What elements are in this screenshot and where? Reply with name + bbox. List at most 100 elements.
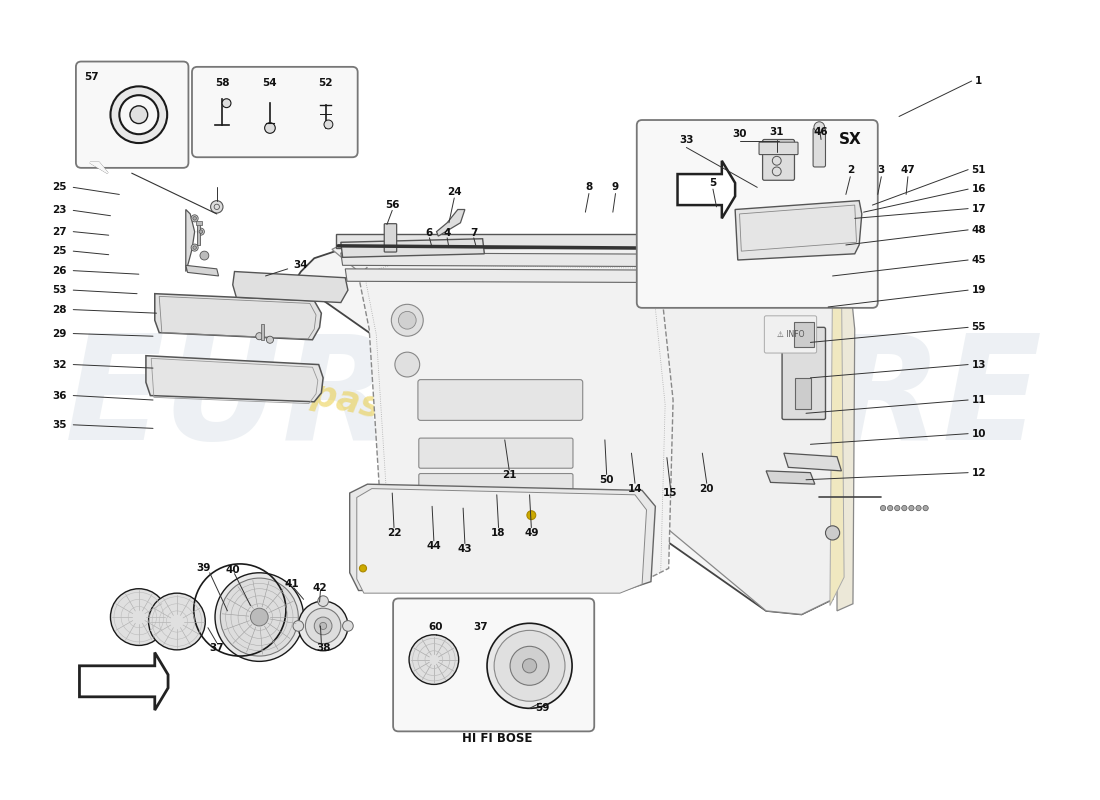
Polygon shape bbox=[332, 241, 837, 614]
Text: 2: 2 bbox=[847, 165, 854, 174]
Circle shape bbox=[315, 617, 332, 634]
Circle shape bbox=[119, 95, 158, 134]
Text: HI FI BOSE: HI FI BOSE bbox=[462, 732, 532, 745]
Text: 14: 14 bbox=[628, 484, 642, 494]
Circle shape bbox=[527, 510, 536, 520]
Circle shape bbox=[888, 506, 893, 510]
Text: 46: 46 bbox=[814, 127, 828, 138]
Polygon shape bbox=[704, 238, 811, 258]
Text: 10: 10 bbox=[971, 429, 986, 438]
Text: 36: 36 bbox=[52, 390, 66, 401]
FancyBboxPatch shape bbox=[637, 120, 878, 308]
Bar bbox=[196, 221, 201, 225]
Text: 59: 59 bbox=[535, 703, 549, 714]
Text: 5: 5 bbox=[710, 178, 716, 188]
Circle shape bbox=[251, 608, 268, 626]
Text: EUROSPARE: EUROSPARE bbox=[65, 330, 1043, 470]
Circle shape bbox=[197, 228, 205, 235]
Text: 23: 23 bbox=[52, 206, 66, 215]
FancyBboxPatch shape bbox=[759, 142, 797, 154]
Circle shape bbox=[772, 156, 781, 166]
Circle shape bbox=[360, 565, 366, 572]
Polygon shape bbox=[766, 471, 815, 484]
Circle shape bbox=[192, 246, 197, 250]
Text: 13: 13 bbox=[971, 359, 986, 370]
Circle shape bbox=[199, 230, 202, 234]
Text: 17: 17 bbox=[971, 204, 986, 214]
Circle shape bbox=[398, 311, 416, 329]
FancyBboxPatch shape bbox=[764, 316, 816, 353]
FancyBboxPatch shape bbox=[813, 128, 825, 167]
Polygon shape bbox=[341, 238, 484, 258]
Text: 38: 38 bbox=[316, 643, 330, 653]
Text: 28: 28 bbox=[52, 305, 66, 314]
Circle shape bbox=[210, 201, 223, 213]
Text: 9: 9 bbox=[612, 182, 619, 192]
Circle shape bbox=[522, 658, 537, 673]
FancyBboxPatch shape bbox=[76, 62, 188, 168]
Text: 35: 35 bbox=[52, 420, 66, 430]
Polygon shape bbox=[784, 453, 842, 471]
Text: 18: 18 bbox=[492, 528, 506, 538]
Circle shape bbox=[909, 506, 914, 510]
Polygon shape bbox=[359, 258, 673, 582]
Circle shape bbox=[222, 98, 231, 108]
Text: 3: 3 bbox=[878, 165, 884, 174]
Text: 8: 8 bbox=[585, 182, 593, 192]
Text: 30: 30 bbox=[733, 129, 747, 139]
Bar bbox=[794, 322, 814, 347]
Circle shape bbox=[110, 589, 167, 646]
Text: 25: 25 bbox=[52, 182, 66, 192]
FancyBboxPatch shape bbox=[192, 67, 358, 158]
Polygon shape bbox=[341, 253, 811, 267]
Circle shape bbox=[318, 596, 329, 606]
FancyBboxPatch shape bbox=[384, 224, 397, 252]
Circle shape bbox=[266, 336, 274, 343]
Polygon shape bbox=[186, 266, 219, 276]
Circle shape bbox=[814, 122, 825, 133]
Text: 34: 34 bbox=[294, 260, 308, 270]
Text: 31: 31 bbox=[770, 127, 784, 138]
Text: 4: 4 bbox=[443, 229, 451, 238]
Text: 1: 1 bbox=[975, 76, 982, 86]
Text: 50: 50 bbox=[600, 474, 614, 485]
Circle shape bbox=[916, 506, 921, 510]
Circle shape bbox=[191, 215, 198, 222]
Text: 26: 26 bbox=[52, 266, 66, 276]
Text: 32: 32 bbox=[52, 359, 66, 370]
Circle shape bbox=[192, 217, 197, 220]
Text: 44: 44 bbox=[427, 541, 441, 551]
Circle shape bbox=[324, 120, 333, 129]
Text: 22: 22 bbox=[387, 528, 402, 538]
FancyBboxPatch shape bbox=[419, 474, 573, 504]
Text: 45: 45 bbox=[971, 255, 986, 265]
Text: 7: 7 bbox=[470, 229, 477, 238]
FancyBboxPatch shape bbox=[393, 598, 594, 731]
Circle shape bbox=[923, 506, 928, 510]
Circle shape bbox=[148, 593, 206, 650]
Circle shape bbox=[510, 646, 549, 686]
Polygon shape bbox=[735, 201, 861, 260]
Text: 41: 41 bbox=[285, 579, 299, 590]
Circle shape bbox=[880, 506, 886, 510]
Text: a passion for innovation: a passion for innovation bbox=[274, 370, 745, 502]
Text: 58: 58 bbox=[214, 78, 230, 88]
Text: 47: 47 bbox=[901, 165, 915, 174]
Circle shape bbox=[256, 333, 263, 340]
Text: 49: 49 bbox=[524, 528, 539, 538]
Text: 11: 11 bbox=[971, 395, 986, 405]
Text: 40: 40 bbox=[226, 565, 240, 575]
Text: 56: 56 bbox=[385, 200, 399, 210]
Circle shape bbox=[825, 526, 839, 540]
Text: 43: 43 bbox=[458, 544, 472, 554]
FancyBboxPatch shape bbox=[337, 234, 806, 249]
Text: 60: 60 bbox=[428, 622, 443, 632]
Circle shape bbox=[130, 106, 147, 123]
Polygon shape bbox=[79, 653, 168, 710]
Polygon shape bbox=[356, 489, 647, 593]
Circle shape bbox=[342, 621, 353, 631]
Text: 16: 16 bbox=[971, 184, 986, 194]
Text: 24: 24 bbox=[447, 186, 462, 197]
Polygon shape bbox=[146, 356, 323, 402]
Bar bbox=[795, 378, 812, 409]
